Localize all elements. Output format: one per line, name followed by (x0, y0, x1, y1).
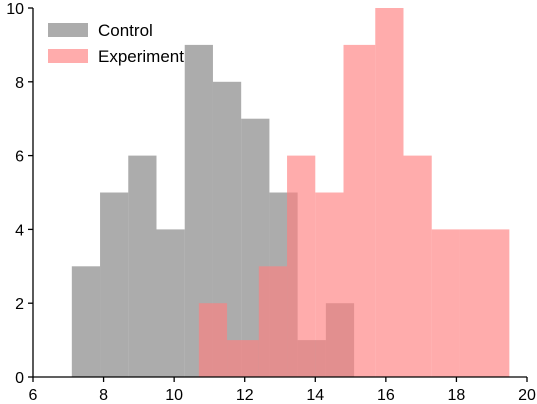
y-tick-label-8: 8 (15, 75, 24, 92)
x-ticks: 6 8 10 12 14 16 18 20 (29, 377, 536, 404)
experiment-bar-9 (459, 229, 510, 377)
y-tick-label-2: 2 (15, 296, 24, 313)
experiment-bar-6 (375, 8, 404, 377)
control-bar-3 (156, 229, 185, 377)
x-tick-label-8: 8 (99, 387, 108, 404)
experiment-bar-8 (431, 229, 460, 377)
y-tick-label-10: 10 (6, 1, 24, 18)
y-tick-label-0: 0 (15, 370, 24, 387)
x-tick-label-10: 10 (165, 387, 183, 404)
y-tick-label-6: 6 (15, 149, 24, 166)
experiment-bar-5 (343, 44, 376, 378)
experiment-bar-0 (198, 303, 228, 377)
x-tick-label-20: 20 (518, 387, 536, 404)
experiment-bar-4 (315, 192, 344, 377)
x-tick-label-12: 12 (236, 387, 254, 404)
legend-swatch-control (48, 23, 88, 37)
y-ticks: 0 2 4 6 8 10 (6, 1, 33, 387)
x-tick-label-18: 18 (448, 387, 466, 404)
axes-layer (32, 8, 527, 378)
legend-swatch-experiment (48, 49, 88, 63)
legend-label-control: Control (98, 21, 153, 40)
y-tick-label-4: 4 (15, 222, 24, 239)
bars-layer (71, 8, 510, 378)
control-bar-2 (128, 155, 157, 377)
x-tick-label-6: 6 (29, 387, 38, 404)
legend-label-experiment: Experiment (98, 47, 184, 66)
legend: Control Experiment (48, 21, 184, 66)
x-tick-label-14: 14 (306, 387, 324, 404)
experiment-bar-3 (287, 155, 316, 377)
experiment-bar-7 (403, 155, 432, 377)
x-tick-label-16: 16 (377, 387, 395, 404)
experiment-bar-1 (227, 340, 259, 377)
experiment-bar-2 (258, 266, 288, 377)
control-bar-1 (100, 192, 129, 377)
control-bar-0 (71, 266, 101, 377)
